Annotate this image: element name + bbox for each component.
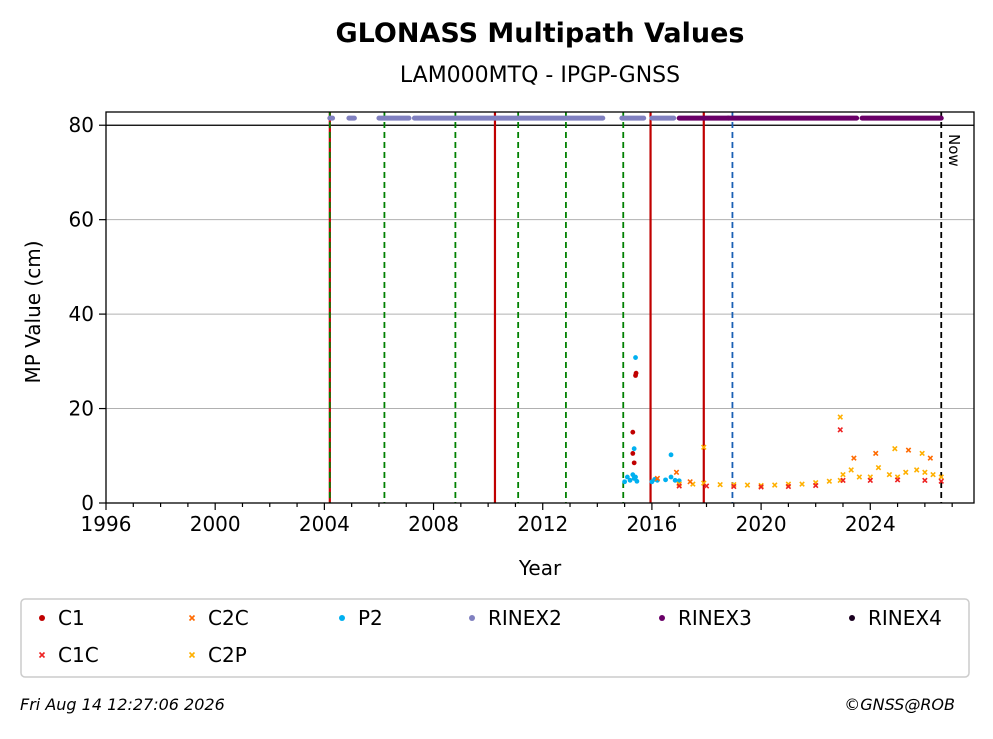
data-point — [812, 482, 819, 489]
data-point — [676, 483, 682, 489]
legend-label: RINEX2 — [488, 606, 562, 630]
data-point — [913, 467, 920, 473]
legend-marker — [188, 614, 196, 622]
legend-label: RINEX3 — [678, 606, 752, 630]
data-point — [703, 483, 710, 489]
plot-frame — [105, 111, 975, 504]
legend-label: C2C — [208, 606, 249, 630]
legend-marker — [659, 615, 665, 621]
x-tick-label: 2000 — [190, 512, 241, 536]
data-point — [837, 427, 844, 433]
chart-subtitle: LAM000MTQ - IPGP-GNSS — [400, 63, 680, 88]
legend-marker — [39, 615, 45, 621]
y-tick-label: 60 — [69, 208, 94, 232]
data-point — [624, 474, 630, 480]
data-point — [630, 451, 636, 456]
legend-box — [20, 598, 970, 678]
x-tick-label: 2012 — [517, 512, 568, 536]
data-point — [673, 469, 680, 476]
y-tick-label: 80 — [69, 113, 94, 137]
x-tick-label: 2020 — [736, 512, 787, 536]
data-point — [872, 450, 879, 457]
data-point — [902, 469, 909, 476]
data-point — [848, 467, 854, 473]
data-point — [758, 482, 764, 489]
data-point — [668, 474, 674, 480]
x-tick-label: 1996 — [81, 512, 132, 536]
data-point — [744, 482, 751, 488]
y-tick-label: 0 — [81, 491, 94, 515]
axes: 1996 2000 2004 2008 2012 2016 2020 2024 0 20 40 60 8… — [69, 113, 953, 536]
legend-label: C1 — [58, 606, 85, 630]
y-tick-label: 20 — [69, 397, 94, 421]
data-point — [837, 414, 844, 420]
data-point — [633, 474, 638, 480]
legend-label: P2 — [358, 606, 383, 630]
data-point — [919, 450, 925, 457]
grid-layer — [106, 124, 974, 410]
data-point — [633, 370, 639, 376]
data-point — [867, 477, 874, 484]
data-point — [731, 483, 737, 490]
footer-credit: ©GNSS@ROB — [844, 695, 955, 714]
data-point — [927, 455, 934, 461]
data-point — [631, 446, 637, 452]
data-point — [905, 447, 912, 453]
legend-marker — [469, 615, 475, 621]
data-point — [785, 483, 792, 490]
now-label: Now — [945, 134, 963, 167]
x-axis-label: Year — [518, 556, 562, 580]
data-point — [826, 478, 833, 485]
legend-marker — [339, 615, 345, 621]
legend-label: C1C — [58, 643, 99, 667]
x-tick-label: 2016 — [626, 512, 677, 536]
data-point — [894, 477, 901, 483]
data-point — [938, 478, 945, 485]
data-point — [892, 445, 898, 452]
data-point — [851, 455, 857, 461]
data-point — [672, 477, 678, 483]
data-point — [875, 464, 882, 471]
data-point — [886, 471, 893, 478]
data-point — [627, 477, 633, 483]
y-tick-label: 40 — [69, 302, 94, 326]
data-point — [938, 474, 945, 480]
data-point — [856, 474, 863, 480]
data-point — [930, 471, 936, 478]
legend-marker — [188, 651, 196, 659]
y-axis-label: MP Value (cm) — [21, 240, 45, 383]
data-point — [687, 478, 693, 485]
legend-label: RINEX4 — [868, 606, 942, 630]
data-point — [630, 429, 636, 435]
legend-label: C2P — [208, 643, 247, 667]
data-point — [840, 477, 846, 484]
x-tick-label: 2008 — [408, 512, 459, 536]
data-point — [668, 452, 674, 458]
data-point — [622, 479, 628, 485]
legend-marker — [849, 615, 855, 621]
chart-title: GLONASS Multipath Values — [335, 18, 744, 49]
data-points — [622, 355, 945, 490]
data-point — [758, 484, 764, 490]
x-tick-label: 2024 — [845, 512, 896, 536]
data-point — [717, 481, 723, 488]
data-point — [633, 355, 638, 360]
data-point — [922, 469, 928, 476]
data-point — [663, 477, 668, 483]
x-tick-label: 2004 — [299, 512, 350, 536]
data-point — [701, 444, 707, 451]
data-point — [840, 471, 846, 478]
vertical-markers: Now — [328, 112, 963, 503]
data-point — [922, 477, 928, 484]
legend: C1 C2C P2 RINEX2 RINEX3 RINEX4 C1C C2P — [38, 606, 942, 667]
data-point — [634, 478, 640, 484]
data-point — [631, 460, 637, 466]
data-point — [654, 475, 661, 482]
data-point — [771, 482, 778, 488]
data-point — [799, 481, 805, 487]
footer-timestamp: Fri Aug 14 12:27:06 2026 — [20, 695, 225, 714]
legend-marker — [38, 651, 46, 659]
